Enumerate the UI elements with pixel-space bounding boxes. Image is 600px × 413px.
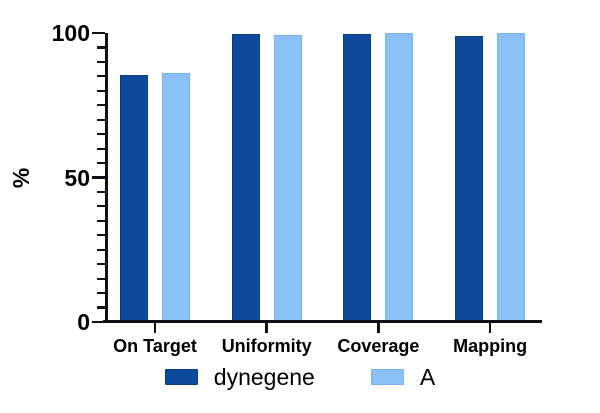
y-minor-tick <box>97 234 105 237</box>
y-minor-tick <box>97 161 105 165</box>
y-minor-tick <box>97 118 105 121</box>
legend-swatch <box>370 369 404 385</box>
y-minor-tick <box>97 190 105 194</box>
legend-label: A <box>419 364 436 390</box>
x-axis-label: Uniformity <box>221 336 312 356</box>
y-minor-tick <box>97 277 105 280</box>
bar-dynegene-on-target <box>120 74 148 322</box>
legend-item-A: A <box>370 364 436 390</box>
bar-dynegene-mapping <box>455 35 484 322</box>
y-minor-tick <box>97 292 105 295</box>
y-tick-label: 0 <box>77 309 90 335</box>
legend-swatch <box>164 369 198 385</box>
x-axis-line <box>103 319 542 323</box>
y-minor-tick <box>97 263 105 266</box>
x-major-tick <box>153 322 157 333</box>
x-axis-label: Coverage <box>337 336 420 356</box>
x-major-tick <box>265 322 268 333</box>
bar-dynegene-coverage <box>343 33 372 322</box>
y-minor-tick <box>97 104 105 107</box>
y-major-tick <box>92 176 105 179</box>
y-tick-label: 50 <box>64 164 90 191</box>
y-major-tick <box>92 320 105 324</box>
legend-item-dynegene: dynegene <box>164 364 315 390</box>
y-minor-tick <box>97 306 105 309</box>
y-minor-tick <box>97 60 105 63</box>
y-axis-line <box>105 33 108 323</box>
y-minor-tick <box>97 46 105 49</box>
x-major-tick <box>488 322 492 333</box>
y-minor-tick <box>97 205 105 208</box>
y-minor-tick <box>97 89 105 92</box>
y-minor-tick <box>97 75 105 78</box>
legend: dynegene A <box>0 364 600 390</box>
legend-label: dynegene <box>213 364 315 390</box>
bar-A-uniformity <box>273 34 302 322</box>
x-axis-label: Mapping <box>453 336 528 356</box>
bar-A-on-target <box>162 73 190 322</box>
y-tick-label: 100 <box>51 20 90 46</box>
bar-A-mapping <box>497 33 526 322</box>
y-axis-title: % <box>8 167 34 189</box>
bar-dynegene-uniformity <box>231 33 260 322</box>
y-minor-tick <box>97 219 105 222</box>
x-major-tick <box>377 322 380 333</box>
y-major-tick <box>92 31 105 35</box>
y-minor-tick <box>97 133 105 136</box>
y-minor-tick <box>97 248 105 251</box>
x-axis-label: On Target <box>113 336 197 356</box>
y-minor-tick <box>97 147 105 150</box>
bar-A-coverage <box>385 33 414 322</box>
